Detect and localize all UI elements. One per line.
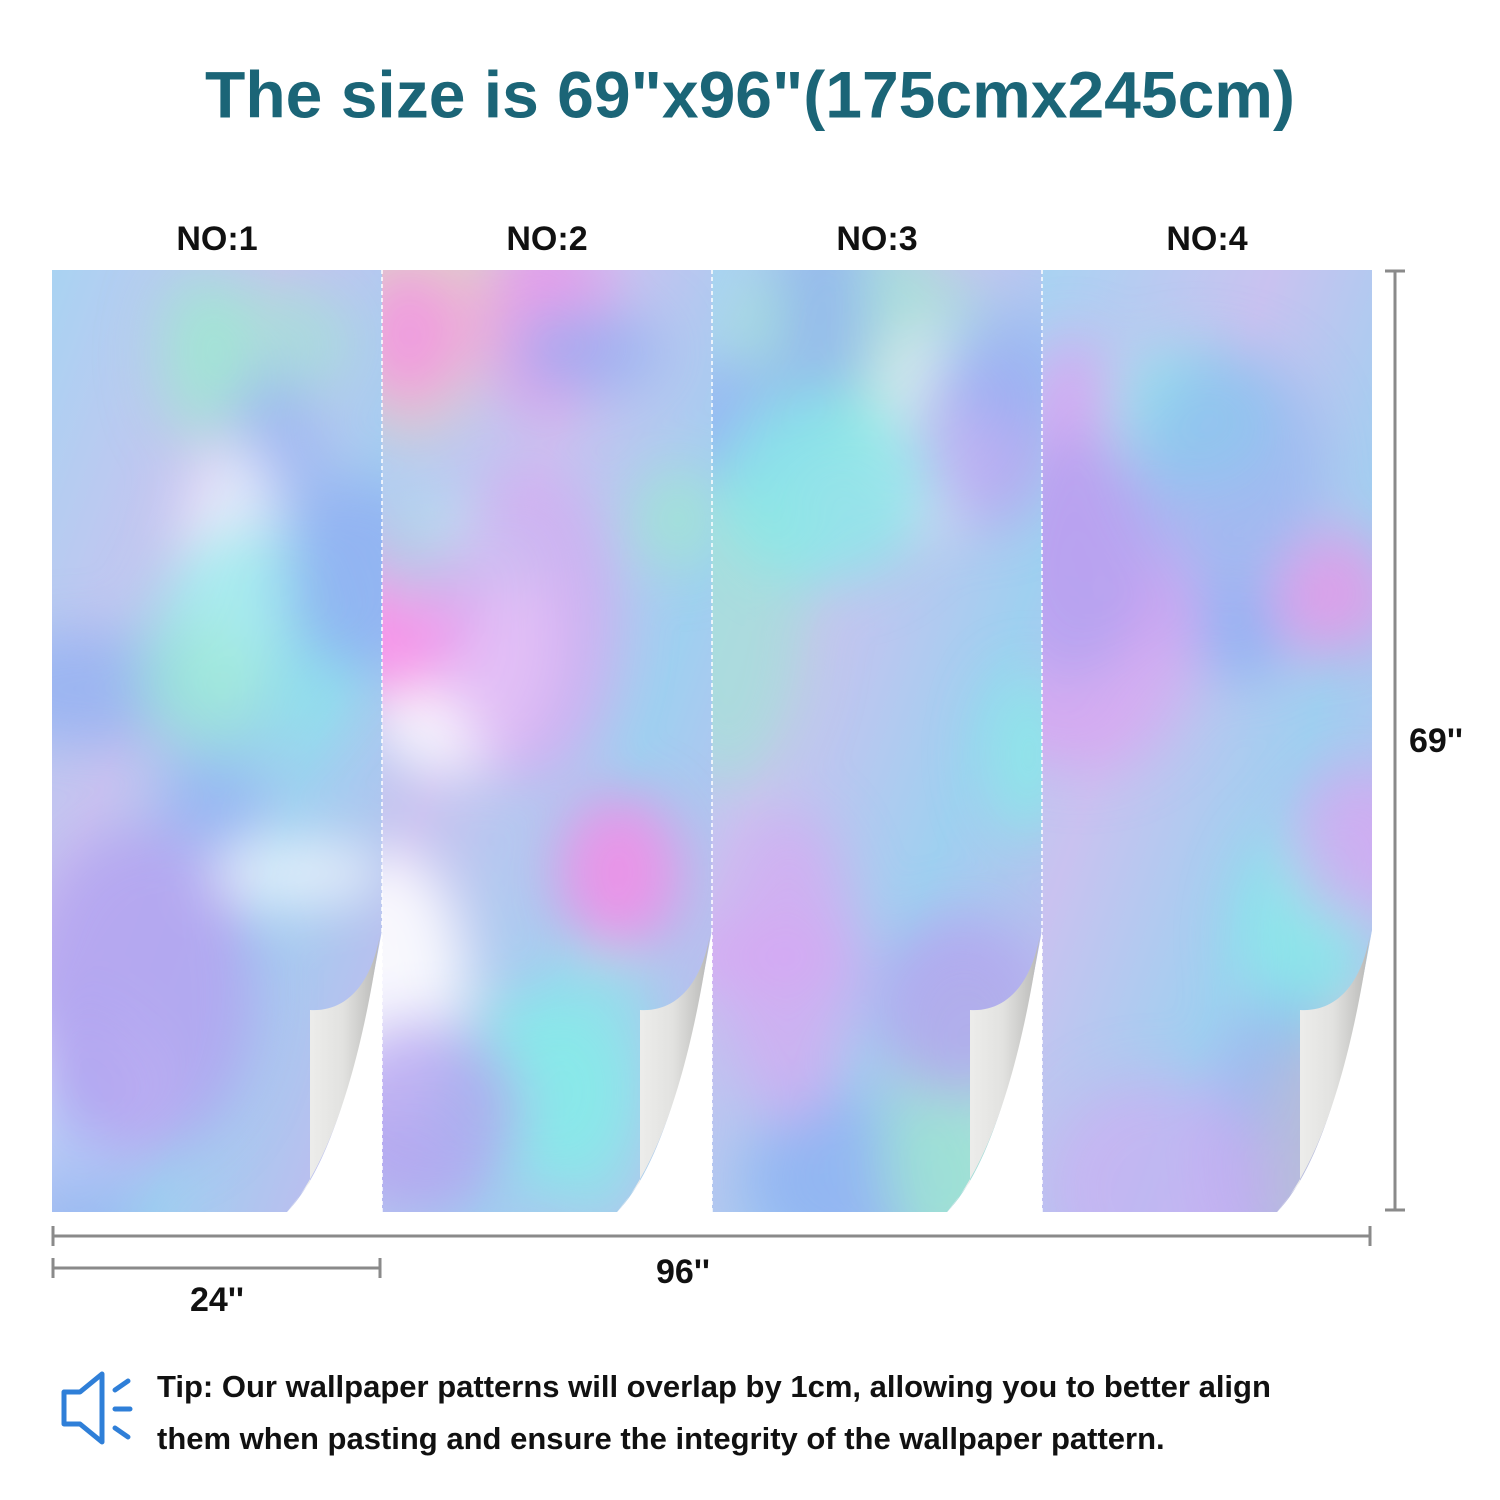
page-curl bbox=[1277, 935, 1370, 1212]
holo-blob bbox=[1289, 766, 1372, 921]
holo-blob bbox=[539, 942, 661, 1212]
holo-blob bbox=[719, 389, 932, 588]
speaker-icon bbox=[61, 1371, 133, 1445]
panel-width-label: 24'' bbox=[190, 1281, 244, 1319]
holo-blob bbox=[775, 270, 867, 430]
holo-blob bbox=[554, 791, 683, 953]
total-width-label: 96'' bbox=[656, 1253, 710, 1291]
holo-blob bbox=[438, 468, 616, 783]
wallpaper-panels: NO:1 NO:2 NO:3 NO:4 bbox=[52, 220, 1372, 1212]
holo-pattern bbox=[712, 270, 1042, 1212]
page-curl bbox=[617, 935, 710, 1212]
panel bbox=[382, 270, 712, 1212]
holo-blob bbox=[511, 306, 665, 397]
holo-blob bbox=[287, 476, 382, 676]
panel-label: NO:4 bbox=[1166, 220, 1247, 258]
holo-blob bbox=[985, 670, 1042, 840]
holo-blob bbox=[52, 826, 259, 1158]
holo-blob bbox=[1042, 433, 1151, 682]
panel-width-line bbox=[51, 1258, 382, 1278]
holo-blob bbox=[208, 839, 382, 907]
panel-label: NO:2 bbox=[506, 220, 587, 258]
total-width-line bbox=[51, 1226, 1372, 1246]
holo-blob bbox=[932, 307, 1042, 431]
holo-blob bbox=[156, 270, 245, 443]
holo-blob bbox=[1043, 1074, 1270, 1212]
holo-blob bbox=[712, 922, 871, 991]
holo-blob bbox=[635, 467, 712, 571]
height-line bbox=[1385, 269, 1405, 1212]
holo-pattern bbox=[52, 270, 382, 1212]
holo-blob bbox=[136, 620, 265, 747]
holo-pattern bbox=[382, 270, 712, 1212]
panel-label: NO:1 bbox=[176, 220, 257, 258]
title: The size is 69"x96"(175cmx245cm) bbox=[205, 57, 1295, 131]
holo-blob bbox=[382, 270, 467, 407]
panel bbox=[52, 270, 382, 1212]
tip-line: them when pasting and ensure the integri… bbox=[157, 1421, 1165, 1456]
page-curl bbox=[287, 935, 380, 1212]
holo-blob bbox=[1272, 530, 1372, 659]
holo-blob bbox=[382, 1017, 522, 1212]
holo-blob bbox=[1195, 582, 1292, 682]
panel bbox=[712, 270, 1042, 1212]
panel-label: NO:3 bbox=[836, 220, 917, 258]
height-label: 69'' bbox=[1409, 722, 1463, 760]
holo-blob bbox=[1137, 350, 1323, 596]
page-curl bbox=[947, 935, 1040, 1212]
dimension-lines bbox=[51, 269, 1405, 1278]
tip-line: Tip: Our wallpaper patterns will overlap… bbox=[157, 1369, 1271, 1404]
